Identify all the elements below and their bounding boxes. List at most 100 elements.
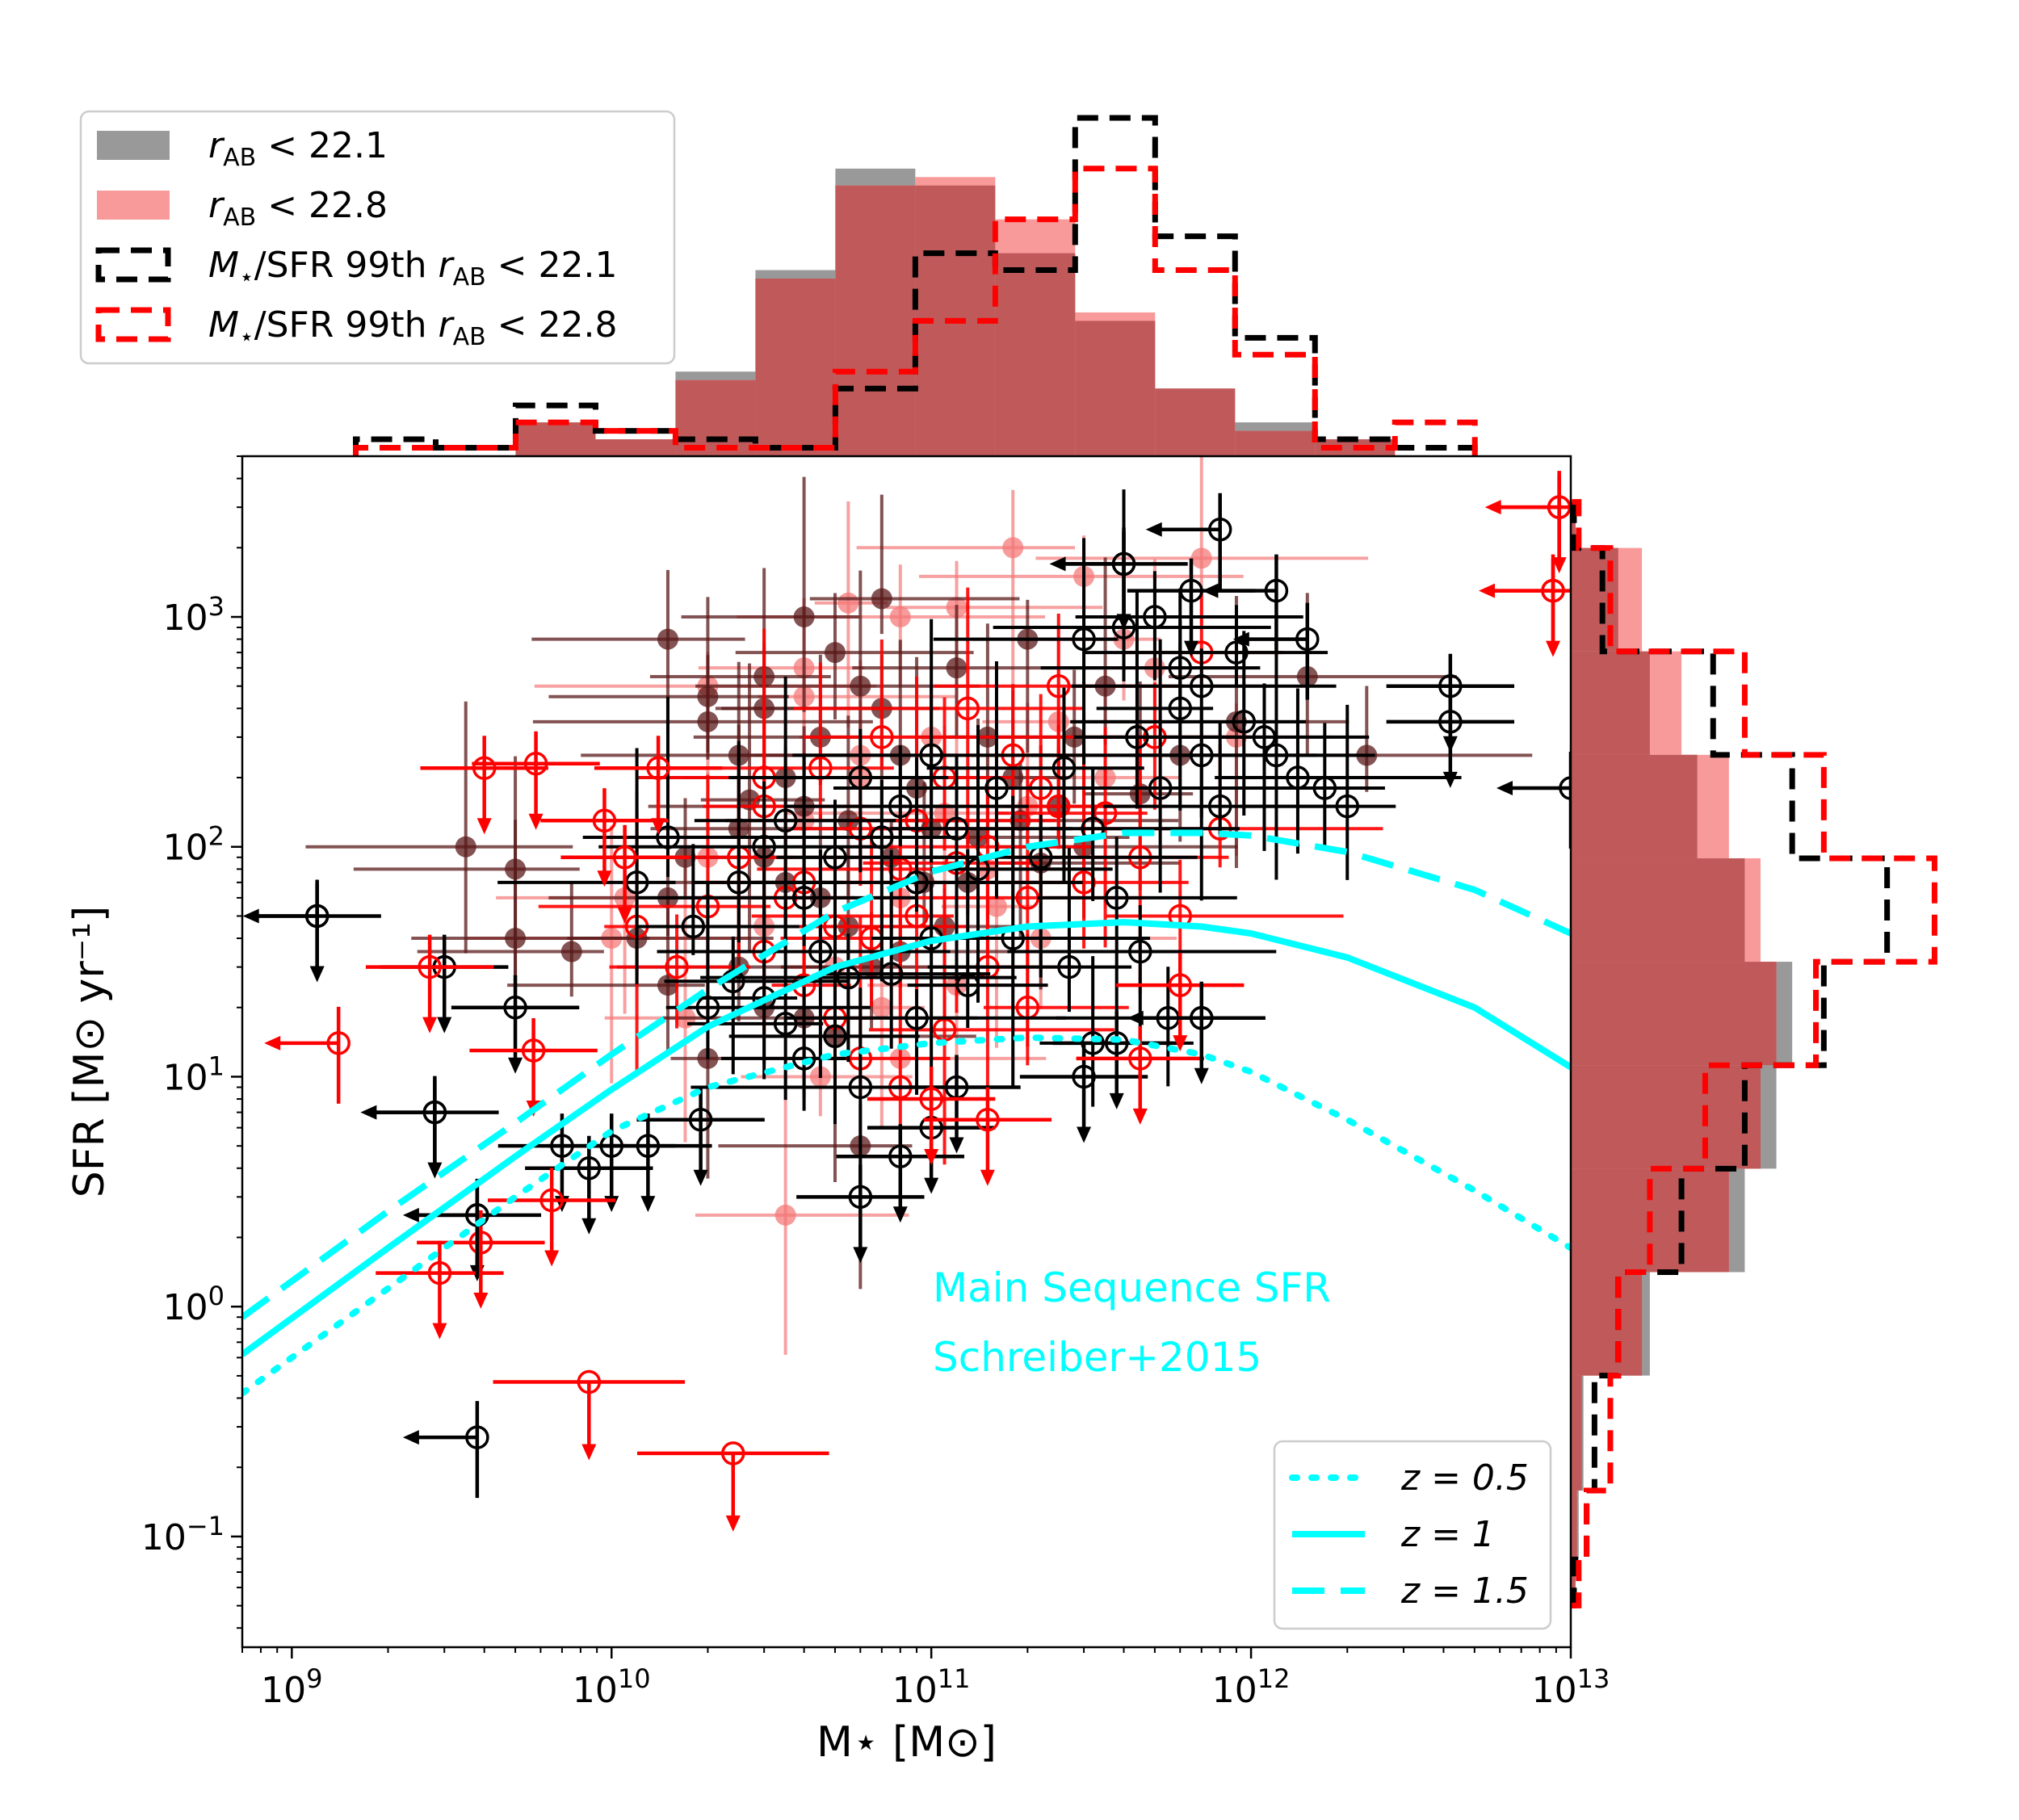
black-open-point bbox=[1207, 794, 1232, 819]
dark-point bbox=[505, 928, 527, 950]
top-hist-overlap-bar bbox=[1235, 430, 1316, 456]
right-hist-overlap-bar bbox=[1571, 1559, 1576, 1606]
main-sequence-dotted-line bbox=[242, 1034, 1571, 1397]
red-upper-limit-head bbox=[617, 907, 632, 924]
dark-point bbox=[793, 606, 815, 628]
black-upper-limit-head bbox=[693, 1169, 708, 1186]
black-upper-limit-head bbox=[437, 1017, 452, 1034]
red-upper-limit-head bbox=[473, 1292, 489, 1309]
black-open-point bbox=[1051, 756, 1077, 780]
faint-red-point bbox=[871, 996, 892, 1018]
main-sequence-solid-line bbox=[242, 919, 1571, 1357]
right-hist-overlap-bar bbox=[1571, 858, 1745, 962]
black-left-limit-head bbox=[1202, 583, 1219, 598]
black-left-limit-marker bbox=[1559, 776, 1571, 800]
red-upper-limit-marker bbox=[539, 1188, 564, 1213]
red-upper-limit-marker bbox=[592, 808, 617, 833]
black-open-point bbox=[944, 816, 969, 841]
black-upper-limit-head bbox=[892, 1206, 908, 1223]
legend-swatch-red-dashed bbox=[95, 307, 171, 342]
black-upper-limit-marker bbox=[848, 1185, 873, 1210]
black-open-point bbox=[879, 962, 904, 986]
faint-red-point bbox=[985, 895, 1007, 917]
dark-point bbox=[946, 657, 968, 679]
red-low-limit-head bbox=[725, 1515, 741, 1532]
red-upper-limit-head bbox=[651, 818, 666, 835]
black-left-limit-marker bbox=[465, 1425, 489, 1449]
black-open-point bbox=[1148, 776, 1173, 800]
red-upper-limit-head bbox=[528, 813, 544, 830]
black-left-limit-head bbox=[1127, 1010, 1144, 1025]
red-upper-limit-marker bbox=[523, 751, 548, 776]
right-hist-overlap-bar bbox=[1571, 1375, 1582, 1491]
black-open-point bbox=[1190, 673, 1214, 698]
black-open-point bbox=[1335, 794, 1360, 819]
red-upper-limit-head bbox=[597, 870, 612, 887]
black-open-point bbox=[823, 1024, 847, 1049]
red-left-limit-head bbox=[1484, 500, 1501, 515]
red-upper-limit-marker bbox=[521, 1038, 546, 1063]
black-open-point bbox=[1168, 656, 1192, 680]
red-left-limit-marker bbox=[1541, 578, 1565, 603]
x-tick-label: 1013 bbox=[1532, 1663, 1610, 1711]
red-left-limit-head bbox=[1479, 583, 1496, 598]
black-open-point bbox=[1143, 605, 1167, 629]
upper-legend-box bbox=[79, 110, 676, 365]
black-open-point bbox=[919, 743, 943, 768]
black-left-limit-marker bbox=[1190, 1006, 1214, 1030]
black-left-limit-marker bbox=[1295, 627, 1320, 652]
faint-red-point bbox=[837, 592, 859, 614]
right-hist-overlap-bar bbox=[1571, 962, 1777, 1066]
red-open-point bbox=[870, 725, 894, 749]
dark-point bbox=[850, 675, 871, 697]
black-open-point bbox=[791, 1046, 816, 1071]
black-left-limit-head bbox=[1145, 522, 1162, 537]
legend-swatch-pink bbox=[97, 191, 170, 220]
black-upper-limit-head bbox=[949, 1137, 964, 1154]
black-open-point bbox=[656, 825, 680, 849]
main-sequence-dashed-line bbox=[242, 829, 1571, 1320]
right-hist-overlap-bar bbox=[1571, 1272, 1643, 1376]
red-left-limit-marker bbox=[1547, 495, 1571, 519]
dark-point bbox=[871, 588, 892, 610]
black-open-point bbox=[727, 870, 751, 895]
y-tick-label: 103 bbox=[163, 591, 225, 639]
red-upper-limit-head bbox=[432, 1323, 447, 1340]
black-open-point bbox=[773, 808, 798, 833]
y-axis-label: SFR [M⊙ yr⁻¹] bbox=[65, 906, 114, 1198]
right-hist-overlap-bar bbox=[1571, 1065, 1761, 1169]
dark-point bbox=[824, 642, 846, 664]
top-hist-overlap-bar bbox=[675, 380, 756, 456]
black-open-point bbox=[848, 1075, 873, 1100]
y-tick-label: 10−1 bbox=[141, 1511, 225, 1558]
red-low-limit-marker bbox=[577, 1369, 602, 1394]
black-left-limit-head bbox=[360, 1105, 377, 1120]
dark-point bbox=[560, 941, 582, 962]
lower-legend: z = 0.5 z = 1 z = 1.5 bbox=[1273, 1440, 1552, 1630]
top-hist-overlap-bar bbox=[755, 279, 836, 456]
black-upper-limit-head bbox=[640, 1196, 656, 1213]
black-open-point bbox=[1232, 710, 1257, 734]
lower-legend-label: z = 0.5 bbox=[1400, 1457, 1529, 1499]
red-upper-limit-marker bbox=[472, 756, 497, 780]
black-upper-limit-marker bbox=[503, 996, 527, 1020]
black-open-point bbox=[1252, 725, 1277, 749]
red-open-point bbox=[1046, 673, 1071, 698]
red-open-point bbox=[955, 696, 980, 721]
right-histogram bbox=[1571, 499, 1937, 1608]
annotation-line: Schreiber+2015 bbox=[933, 1334, 1261, 1381]
red-low-limit-head bbox=[581, 1444, 597, 1461]
black-upper-limit-marker bbox=[1104, 1031, 1129, 1055]
red-upper-limit-marker bbox=[612, 845, 637, 870]
top-histogram bbox=[353, 115, 1478, 457]
x-tick-label: 1010 bbox=[573, 1663, 651, 1711]
black-upper-limit-marker bbox=[577, 1156, 602, 1180]
upper-legend-label: rAB < 22.1 bbox=[208, 125, 388, 172]
right-hist-overlap-bar bbox=[1571, 651, 1650, 755]
red-upper-limit-marker bbox=[1128, 1046, 1152, 1071]
black-left-limit-head bbox=[1049, 556, 1066, 572]
red-low-limit-marker bbox=[721, 1441, 745, 1466]
top-hist-red-dashed bbox=[353, 166, 1478, 456]
